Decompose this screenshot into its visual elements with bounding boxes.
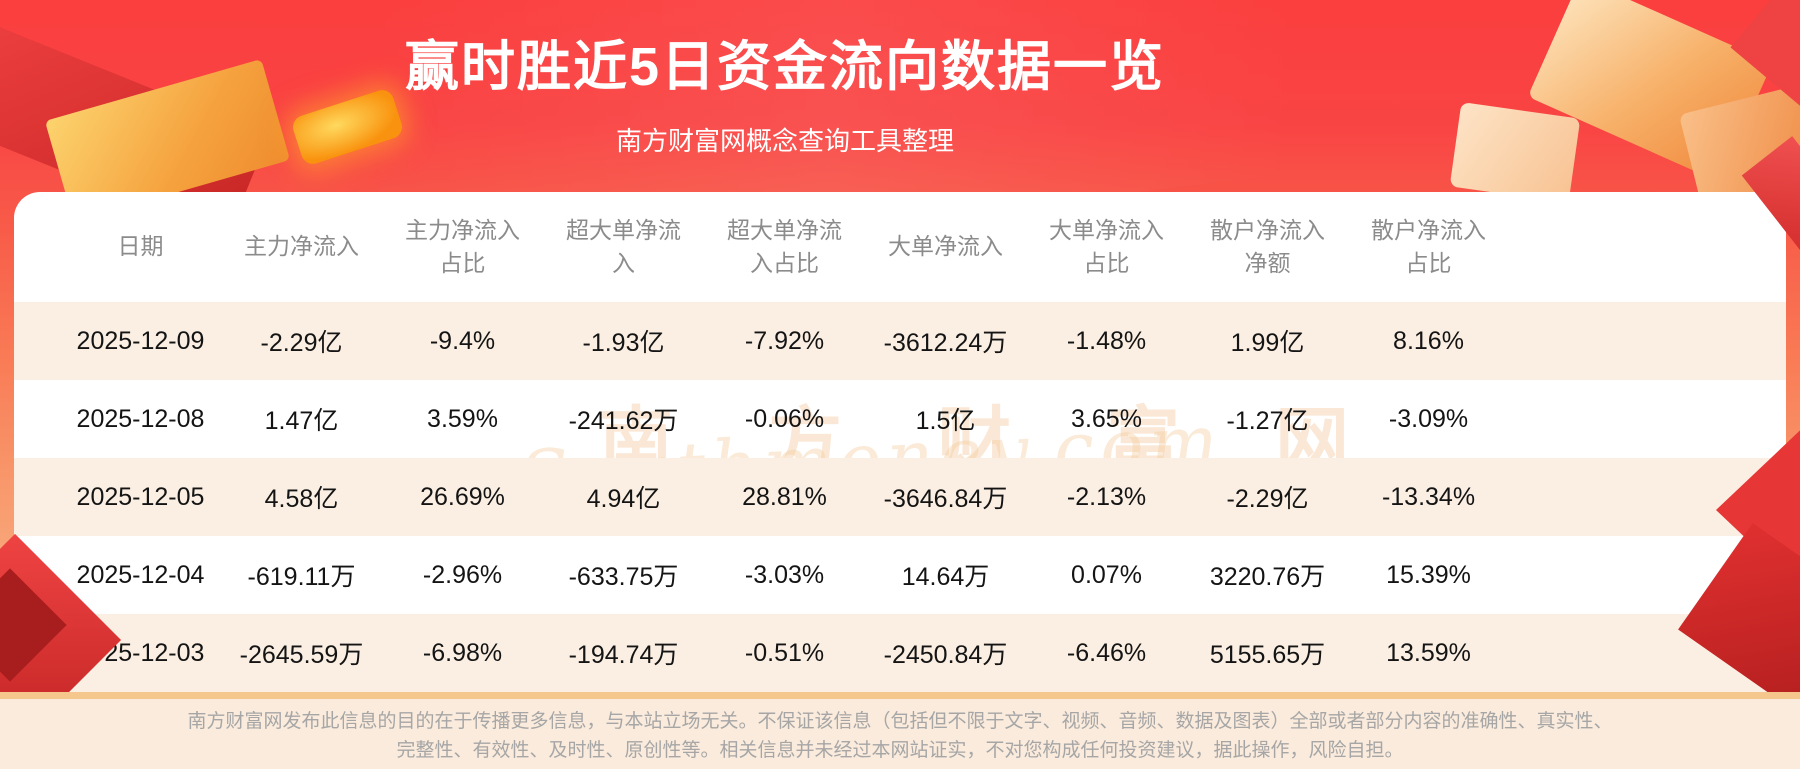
table-cell: -2.13% [1066,482,1147,511]
table-cell: -1.27亿 [1226,407,1309,435]
column-header: 主力净流入占比 [405,216,520,276]
column-header: 散户净流入净额 [1210,216,1325,276]
table-cell: 15.39% [1386,560,1471,589]
table-cell: 4.94亿 [586,485,661,513]
table-cell: -3612.24万 [883,329,1008,357]
table-cell: 1.5亿 [915,407,976,435]
table-cell: 8.16% [1393,326,1464,355]
table-cell: 26.69% [420,482,505,511]
table-cell: 3.65% [1071,404,1142,433]
table-cell: -7.92% [744,326,825,355]
table-cell: -2.29亿 [260,329,343,357]
table-cell: -6.98% [422,638,503,667]
page-subtitle: 南方财富网概念查询工具整理 [615,126,954,156]
table-cell: 2025-12-08 [76,404,205,433]
table-row: 2025-12-08 1.47亿 3.59% -241.62万 -0.06% 1.5亿 3.… [14,380,1786,458]
table-cell: 1.47亿 [264,407,339,435]
table-row: 2025-12-04 -619.11万 -2.96% -633.75万 -3.03% 14… [14,536,1786,614]
table-cell: -2.29亿 [1226,485,1309,513]
hero-header: 赢时胜近5日资金流向数据一览 南方财富网概念查询工具整理 [0,0,1570,158]
table-cell: -633.75万 [568,563,679,591]
table-cell: -1.48% [1066,326,1147,355]
table-cell: -6.46% [1066,638,1147,667]
table-cell: 3220.76万 [1209,563,1326,591]
table-cell: 0.07% [1071,560,1142,589]
table-cell: 4.58亿 [264,485,339,513]
table-cell: -3.09% [1388,404,1469,433]
table-cell: -2645.59万 [239,641,364,669]
table-cell: -619.11万 [247,563,356,591]
disclaimer-line-1: 南方财富网发布此信息的目的在于传播更多信息，与本站立场无关。不保证该信息（包括但… [187,711,1613,732]
divider-line [0,692,1800,699]
table-cell: 5155.65万 [1209,641,1326,669]
table-cell: -3.03% [744,560,825,589]
table-cell: -3646.84万 [883,485,1008,513]
table-cell: -9.4% [429,326,496,355]
table-cell: 3.59% [427,404,498,433]
table-cell: -0.51% [744,638,825,667]
column-header: 大单净流入 [888,233,1003,260]
column-header: 主力净流入 [244,233,359,260]
table-cell: -2450.84万 [883,641,1008,669]
table-cell: -13.34% [1381,482,1476,511]
disclaimer: 南方财富网发布此信息的目的在于传播更多信息，与本站立场无关。不保证该信息（包括但… [0,699,1800,769]
column-header: 超大单净流入 [566,216,681,276]
table-cell: 14.64万 [901,563,990,591]
table-cell: -1.93亿 [582,329,665,357]
table-cell: 13.59% [1386,638,1471,667]
table-row: 2025-12-05 4.58亿 26.69% 4.94亿 28.81% -3646.84… [14,458,1786,536]
table-cell: -0.06% [744,404,825,433]
disclaimer-line-2: 完整性、有效性、及时性、原创性等。相关信息并未经过本网站证实，不对您构成任何投资… [396,740,1404,761]
table-row: 2025-12-09 -2.29亿 -9.4% -1.93亿 -7.92% -3612.2… [14,302,1786,380]
table-cell: 28.81% [742,482,827,511]
column-header: 超大单净流入占比 [727,216,842,276]
column-header: 散户净流入占比 [1371,216,1486,276]
page-title: 赢时胜近5日资金流向数据一览 [404,37,1166,97]
table-cell: 2025-12-04 [76,560,205,589]
table-cell: -194.74万 [568,641,679,669]
table-cell: 1.99亿 [1230,329,1305,357]
table-cell: -241.62万 [568,407,679,435]
table-body: 2025-12-09 -2.29亿 -9.4% -1.93亿 -7.92% -3612.2… [14,302,1786,692]
table-cell: 2025-12-05 [76,482,205,511]
column-header: 日期 [117,233,164,260]
column-header: 大单净流入占比 [1049,216,1164,276]
table-cell: 2025-12-09 [76,326,205,355]
data-table-card: 南方财富网 Southmoney.com 日期主力净流入主力净流入占比超大单净流… [14,192,1786,692]
table-header-row: 日期 主力净流入 主力净流入占比 超大单净流入 超大单净流入占比 大单净流入 大单净流入占比… [14,192,1786,302]
table-row: 2025-12-03 -2645.59万 -6.98% -194.74万 -0.51% -… [14,614,1786,692]
table-cell: -2.96% [422,560,503,589]
